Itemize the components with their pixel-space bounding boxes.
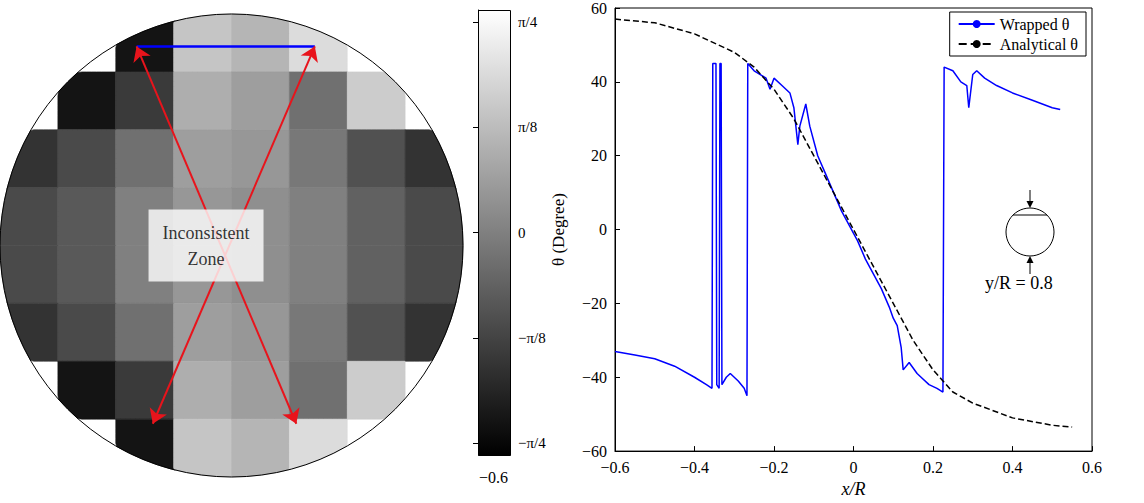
svg-text:π/8: π/8 — [518, 119, 537, 135]
svg-text:−40: −40 — [582, 369, 607, 386]
svg-text:Zone: Zone — [188, 249, 225, 269]
svg-text:−20: −20 — [582, 295, 607, 312]
svg-text:x/R: x/R — [841, 479, 866, 499]
svg-text:60: 60 — [591, 0, 607, 17]
svg-text:0.4: 0.4 — [1003, 459, 1023, 476]
svg-text:0: 0 — [850, 459, 858, 476]
svg-text:0.2: 0.2 — [923, 459, 943, 476]
svg-text:−π/4: −π/4 — [518, 435, 546, 451]
svg-text:Inconsistent: Inconsistent — [163, 223, 250, 243]
svg-text:−0.6: −0.6 — [600, 459, 629, 476]
svg-text:Wrapped θ: Wrapped θ — [1000, 16, 1070, 34]
svg-text:20: 20 — [591, 147, 607, 164]
svg-text:−0.6: −0.6 — [479, 469, 508, 486]
svg-text:−60: −60 — [582, 443, 607, 460]
svg-text:0.6: 0.6 — [1082, 459, 1102, 476]
svg-text:−0.2: −0.2 — [759, 459, 788, 476]
svg-text:−π/8: −π/8 — [518, 330, 546, 346]
svg-text:θ (Degree): θ (Degree) — [549, 193, 568, 266]
svg-text:0: 0 — [599, 221, 607, 238]
svg-text:−0.4: −0.4 — [680, 459, 709, 476]
svg-text:y/R = 0.8: y/R = 0.8 — [985, 273, 1053, 293]
svg-text:Analytical θ: Analytical θ — [1000, 36, 1078, 54]
svg-text:40: 40 — [591, 73, 607, 90]
svg-text:0: 0 — [518, 225, 526, 241]
svg-text:π/4: π/4 — [518, 14, 538, 30]
